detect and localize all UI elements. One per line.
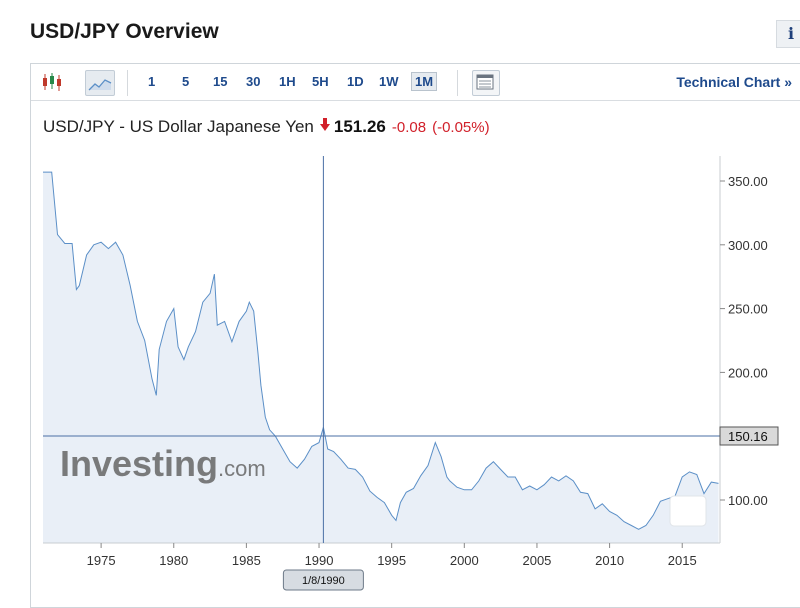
area-chart-icon[interactable] bbox=[85, 70, 115, 96]
toolbar-divider bbox=[457, 70, 458, 96]
candlestick-chart-icon[interactable] bbox=[39, 70, 65, 94]
timeframe-1h[interactable]: 1H bbox=[279, 74, 296, 89]
arrow-down-icon bbox=[319, 118, 330, 131]
instrument-name: USD/JPY - US Dollar Japanese Yen bbox=[43, 117, 314, 136]
timeframe-1m[interactable]: 1M bbox=[411, 72, 438, 91]
info-button[interactable]: i bbox=[776, 20, 800, 48]
chart-widget bbox=[30, 63, 800, 608]
instrument-headline: USD/JPY - US Dollar Japanese Yen 151.26 -0… bbox=[43, 117, 490, 137]
page-title: USD/JPY Overview bbox=[30, 20, 219, 43]
timeframe-30[interactable]: 30 bbox=[246, 74, 261, 89]
chart-toolbar: 1 5 15 30 1H 5H 1D 1W 1M Technical Chart… bbox=[31, 64, 800, 101]
timeframe-15[interactable]: 15 bbox=[213, 74, 228, 89]
technical-chart-label: Technical Chart bbox=[676, 74, 781, 90]
timeframe-5[interactable]: 5 bbox=[182, 74, 190, 89]
timeframe-1w[interactable]: 1W bbox=[379, 74, 399, 89]
technical-chart-link[interactable]: Technical Chart » bbox=[676, 74, 792, 90]
chevron-right-icon: » bbox=[784, 74, 792, 90]
toolbar-divider bbox=[127, 70, 128, 96]
price-change: -0.08 bbox=[391, 119, 427, 136]
timeframe-1[interactable]: 1 bbox=[148, 74, 156, 89]
instrument-price: 151.26 bbox=[333, 117, 386, 136]
price-change-percent: (-0.05%) bbox=[432, 119, 490, 136]
timeframe-1d[interactable]: 1D bbox=[347, 74, 364, 89]
timeframe-5h[interactable]: 5H bbox=[312, 74, 329, 89]
data-table-icon[interactable] bbox=[472, 70, 500, 96]
